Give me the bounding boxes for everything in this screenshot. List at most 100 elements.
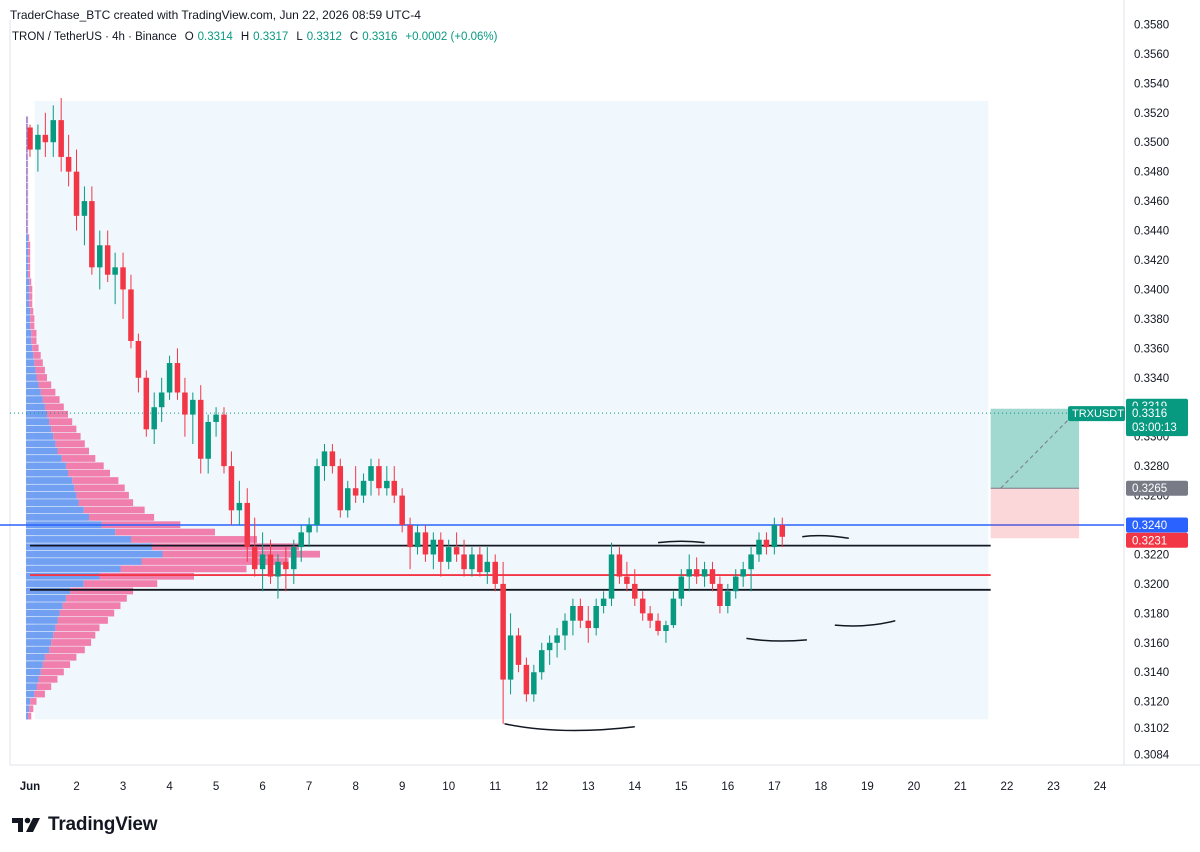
- volume-profile-bar-down: [30, 307, 34, 315]
- candle-down: [143, 377, 150, 430]
- volume-profile-bar-down: [27, 160, 29, 168]
- candle-down: [438, 539, 444, 562]
- volume-profile-bar-up: [26, 131, 28, 138]
- candle-up: [166, 363, 173, 393]
- volume-profile-bar-down: [28, 271, 31, 278]
- candle-up: [384, 480, 390, 489]
- time-tick-label: 5: [213, 781, 219, 793]
- candle-down: [655, 620, 661, 632]
- candle-down: [763, 539, 770, 548]
- volume-profile-bar-up: [26, 639, 52, 646]
- volume-profile-bar-down: [83, 580, 158, 587]
- tradingview-brand: TradingView: [48, 814, 158, 835]
- volume-profile-bar-up: [26, 352, 34, 359]
- price-tick-label: 0.3460: [1134, 196, 1169, 208]
- volume-profile-bar-down: [55, 624, 100, 632]
- candle-down: [337, 466, 344, 511]
- candle-up: [306, 525, 312, 533]
- volume-profile-bar-up: [26, 565, 121, 573]
- volume-profile-bar-down: [29, 278, 32, 286]
- volume-profile-bar-up: [26, 455, 62, 462]
- volume-profile-bar-up: [26, 580, 84, 587]
- time-tick-label: 23: [1047, 781, 1060, 793]
- candle-down: [251, 547, 258, 570]
- volume-profile-bar-up: [26, 263, 29, 271]
- time-tick-label: 17: [768, 781, 781, 793]
- candle-up: [50, 120, 57, 143]
- volume-profile-bar-down: [27, 197, 29, 205]
- candle-down: [779, 525, 786, 537]
- candle-down: [693, 569, 700, 577]
- volume-profile-bar-down: [27, 153, 29, 161]
- volume-profile-bar-down: [49, 646, 85, 654]
- close-label: C: [349, 31, 359, 43]
- candle-down: [523, 664, 530, 695]
- volume-profile-bar-up: [26, 344, 33, 352]
- drawn-curve: [834, 619, 896, 627]
- volume-profile-bar-up: [26, 226, 28, 234]
- symbol-legend: TRON / TetherUS · 4h · Binance O 0.3314 H…: [12, 31, 502, 43]
- volume-profile-bar-down: [83, 506, 145, 514]
- volume-profile-bar-up: [26, 602, 63, 610]
- volume-profile-bar-down: [36, 683, 52, 691]
- volume-profile-bar-up: [26, 558, 142, 565]
- candle-up: [213, 414, 219, 422]
- volume-profile-bar-up: [26, 366, 36, 374]
- volume-profile-bar-down: [30, 322, 35, 330]
- time-tick-label: 7: [306, 781, 312, 793]
- time-tick-label: 15: [675, 781, 688, 793]
- candle-up: [314, 466, 320, 526]
- volume-profile-bar-down: [53, 432, 81, 440]
- candle-down: [585, 620, 592, 629]
- time-tick-label: 9: [399, 781, 405, 793]
- candle-up: [663, 625, 669, 632]
- volume-profile-bar-up: [26, 653, 45, 661]
- volume-profile-bar-down: [27, 219, 29, 227]
- volume-profile-bar-up: [26, 256, 29, 264]
- time-tick-label: Jun: [20, 781, 40, 793]
- tradingview-logo[interactable]: TradingView: [12, 814, 158, 836]
- volume-profile-bar-up: [26, 609, 60, 617]
- price-label-countdown: 03:00:13: [1132, 422, 1177, 434]
- volume-profile-bar-up: [26, 683, 37, 691]
- volume-profile-bar-up: [26, 712, 29, 720]
- candle-up: [414, 532, 421, 548]
- volume-profile-bar-down: [40, 388, 56, 396]
- volume-profile-bar-up: [26, 190, 28, 197]
- symbol-title[interactable]: TRON / TetherUS · 4h · Binance: [12, 31, 177, 43]
- candle-up: [298, 532, 304, 548]
- candle-down: [89, 201, 95, 268]
- price-tick-label: 0.3420: [1134, 255, 1169, 267]
- volume-profile-bar-up: [26, 329, 32, 337]
- time-tick-label: 20: [908, 781, 921, 793]
- price-label-entry: 0.3265: [1132, 483, 1167, 495]
- candle-up: [360, 480, 367, 496]
- high-value: 0.3317: [253, 31, 289, 43]
- volume-profile-bar-down: [28, 234, 30, 241]
- time-tick-label: 10: [442, 781, 455, 793]
- open-label: O: [184, 31, 194, 43]
- price-tick-label: 0.3560: [1134, 49, 1169, 61]
- volume-profile-bar-up: [26, 690, 35, 698]
- time-tick-label: 4: [166, 781, 173, 793]
- volume-profile-bar-up: [26, 359, 35, 367]
- candle-up: [554, 635, 560, 643]
- candle-up: [151, 407, 157, 430]
- candle-up: [445, 547, 452, 562]
- volume-profile-bar-down: [35, 366, 45, 374]
- tradingview-logo-icon: [12, 817, 40, 832]
- volume-profile-bar-down: [28, 248, 31, 256]
- volume-profile-bar-down: [38, 675, 58, 683]
- price-label-level-bg: [1126, 517, 1188, 533]
- candle-up: [740, 569, 746, 577]
- volume-profile-bar-up: [26, 425, 52, 433]
- candle-down: [391, 480, 398, 496]
- volume-profile-bar-down: [28, 263, 31, 271]
- time-tick-label: 14: [628, 781, 641, 793]
- volume-profile-bar-down: [62, 602, 121, 610]
- time-tick-label: 22: [1001, 781, 1014, 793]
- candle-up: [97, 245, 103, 268]
- volume-profile-bar-up: [26, 418, 50, 426]
- volume-profile-bar-up: [26, 175, 28, 183]
